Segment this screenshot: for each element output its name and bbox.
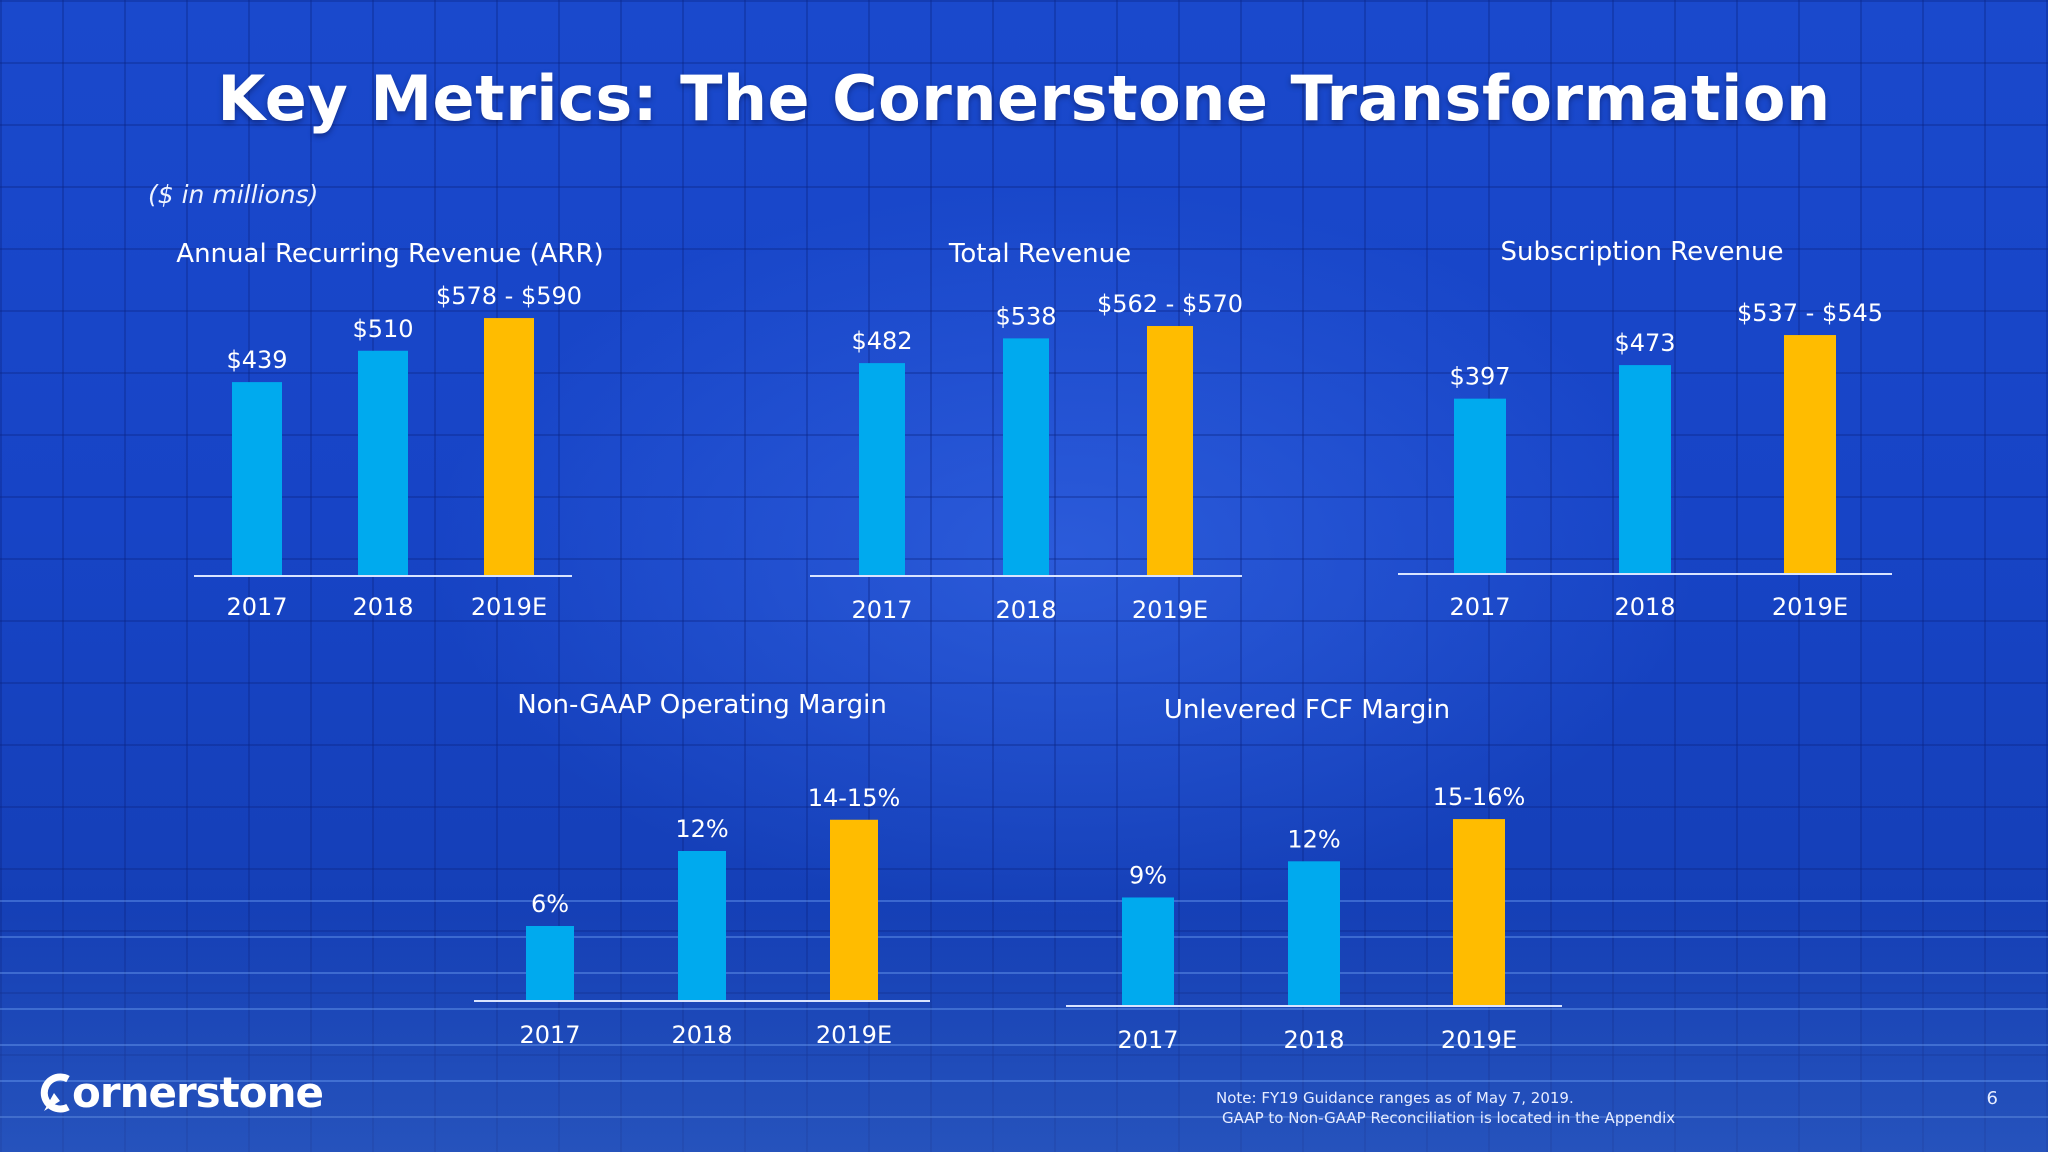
bar-2018 [1619,365,1671,574]
footnote: Note: FY19 Guidance ranges as of May 7, … [1216,1088,1675,1128]
x-tick-label: 2018 [1614,593,1675,621]
x-tick-label: 2018 [671,1021,732,1049]
data-label: $538 [995,302,1056,330]
x-tick-label: 2017 [519,1021,580,1049]
data-label: $397 [1449,363,1510,391]
data-label: 15-16% [1433,783,1526,811]
x-tick-label: 2017 [226,593,287,621]
bar-2018 [1003,338,1049,576]
data-label: 14-15% [808,784,901,812]
bar-2019E [1784,335,1836,574]
bar-2018 [358,350,408,576]
x-tick-label: 2019E [1441,1026,1517,1054]
x-tick-label: 2019E [816,1021,892,1049]
data-label: $578 - $590 [436,282,582,310]
x-tick-label: 2019E [471,593,547,621]
bar-2017 [232,382,282,576]
x-tick-label: 2018 [995,596,1056,624]
bar-2017 [526,926,574,1001]
data-label: 12% [1287,825,1340,853]
bar-2018 [1288,861,1340,1006]
data-label: $473 [1614,329,1675,357]
x-tick-label: 2017 [1449,593,1510,621]
slide-title: Key Metrics: The Cornerstone Transformat… [217,62,1831,135]
x-tick-label: 2017 [851,596,912,624]
chart-title: Non-GAAP Operating Margin [517,690,887,720]
bar-2019E [830,819,878,1001]
page-number: 6 [1986,1088,1998,1109]
x-tick-label: 2017 [1117,1026,1178,1054]
bar-2019E [1453,819,1505,1006]
chart-title: Subscription Revenue [1500,237,1783,267]
chart-title: Annual Recurring Revenue (ARR) [176,239,603,269]
cornerstone-logo: ornerstone [40,1068,324,1117]
x-tick-label: 2018 [1283,1026,1344,1054]
data-label: 6% [531,890,569,918]
units-subtitle: ($ in millions) [148,180,319,209]
data-label: $439 [226,346,287,374]
data-label: 9% [1129,861,1167,889]
data-label: 12% [675,815,728,843]
bar-2017 [859,363,905,576]
bar-2017 [1454,398,1506,574]
data-label: $510 [352,315,413,343]
chart-title: Unlevered FCF Margin [1164,695,1450,725]
data-label: $537 - $545 [1737,299,1883,327]
footnote-line-1: Note: FY19 Guidance ranges as of May 7, … [1216,1089,1574,1107]
bar-2019E [1147,326,1193,576]
chart-title: Total Revenue [948,239,1131,269]
logo-text: ornerstone [72,1068,324,1117]
bar-2017 [1122,897,1174,1006]
bar-2019E [484,318,534,576]
cornerstone-c-icon [40,1073,70,1112]
x-tick-label: 2018 [352,593,413,621]
data-label: $562 - $570 [1097,290,1243,318]
x-tick-label: 2019E [1772,593,1848,621]
bar-2018 [678,851,726,1001]
footnote-line-2: GAAP to Non-GAAP Reconciliation is locat… [1222,1109,1676,1127]
x-tick-label: 2019E [1132,596,1208,624]
data-label: $482 [851,327,912,355]
